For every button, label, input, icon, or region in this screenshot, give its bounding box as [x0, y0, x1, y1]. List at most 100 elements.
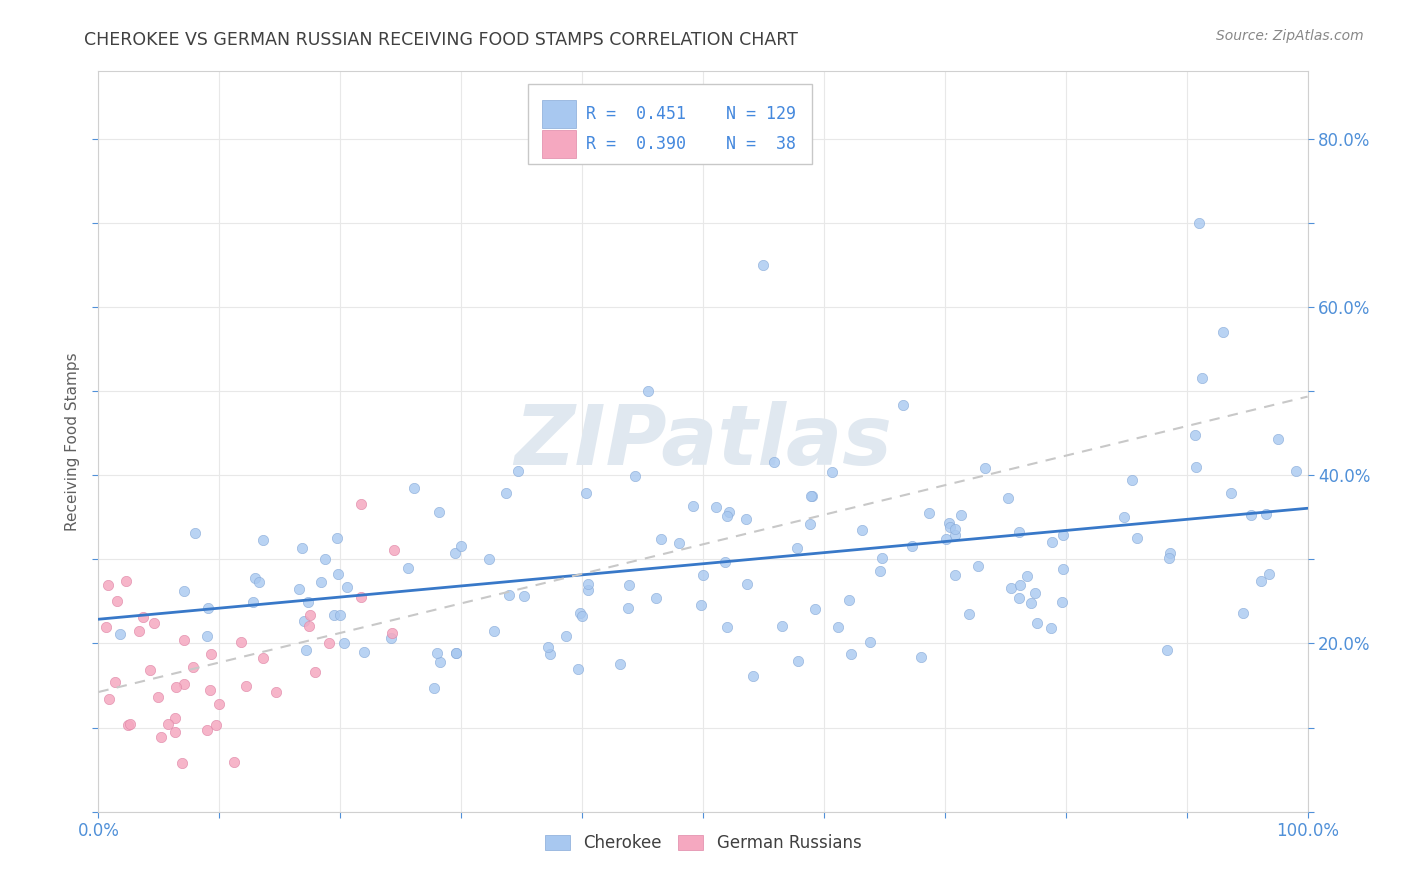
Point — [752, 258, 775, 272]
Point — [97, 691, 120, 706]
Point — [1256, 507, 1278, 521]
Text: R =  0.451    N = 129: R = 0.451 N = 129 — [586, 105, 796, 123]
Point — [1184, 428, 1206, 442]
Point — [495, 485, 517, 500]
Point — [838, 592, 860, 607]
Point — [322, 607, 344, 622]
Point — [943, 568, 966, 582]
Point — [1026, 616, 1049, 631]
Point — [704, 500, 727, 514]
Point — [1121, 473, 1143, 487]
Point — [918, 506, 941, 520]
Point — [311, 575, 333, 590]
Point — [569, 606, 592, 620]
Point — [252, 650, 274, 665]
Point — [139, 663, 162, 677]
Point — [786, 541, 808, 555]
Text: ZIPatlas: ZIPatlas — [515, 401, 891, 482]
Point — [1220, 486, 1243, 500]
Point — [353, 645, 375, 659]
Point — [609, 657, 631, 672]
Point — [128, 624, 150, 638]
Point — [943, 528, 966, 542]
Point — [143, 616, 166, 631]
Point — [478, 552, 501, 566]
Point — [429, 655, 451, 669]
Point — [264, 685, 287, 699]
Bar — [543, 130, 576, 158]
Point — [94, 620, 117, 634]
Point — [298, 619, 321, 633]
Point — [762, 454, 785, 468]
Point — [117, 718, 139, 732]
Point — [396, 560, 419, 574]
Point — [208, 698, 231, 712]
Point — [247, 575, 270, 590]
Point — [851, 523, 873, 537]
Point — [444, 647, 467, 661]
Point — [404, 481, 426, 495]
Point — [1191, 371, 1213, 385]
Point — [1000, 581, 1022, 595]
Point — [537, 640, 560, 655]
Point — [444, 647, 467, 661]
Point — [821, 465, 844, 479]
Point — [242, 595, 264, 609]
Point — [770, 619, 793, 633]
Bar — [543, 100, 576, 128]
Point — [945, 522, 967, 536]
Point — [350, 498, 373, 512]
Text: CHEROKEE VS GERMAN RUSSIAN RECEIVING FOOD STAMPS CORRELATION CHART: CHEROKEE VS GERMAN RUSSIAN RECEIVING FOO… — [84, 31, 799, 49]
Point — [108, 627, 131, 641]
Point — [1019, 596, 1042, 610]
Point — [105, 594, 128, 608]
Point — [120, 717, 142, 731]
Point — [426, 646, 449, 660]
Point — [157, 717, 180, 731]
Point — [422, 681, 444, 695]
Point — [482, 624, 505, 639]
Point — [935, 532, 957, 546]
Point — [839, 647, 862, 661]
Point — [1156, 642, 1178, 657]
Legend: Cherokee, German Russians: Cherokee, German Russians — [538, 828, 868, 859]
Point — [787, 654, 810, 668]
Point — [718, 505, 741, 519]
Point — [735, 512, 758, 526]
Point — [1015, 569, 1038, 583]
Y-axis label: Receiving Food Stamps: Receiving Food Stamps — [65, 352, 80, 531]
Point — [381, 626, 404, 640]
Point — [1024, 585, 1046, 599]
Point — [498, 588, 520, 602]
Point — [333, 636, 356, 650]
Point — [1052, 562, 1074, 576]
Point — [243, 571, 266, 585]
Point — [1250, 574, 1272, 589]
Point — [380, 631, 402, 645]
Point — [800, 489, 823, 503]
Point — [350, 590, 373, 604]
Point — [571, 609, 593, 624]
Point — [1052, 528, 1074, 542]
Point — [741, 669, 763, 683]
Point — [197, 629, 219, 643]
Point — [329, 607, 352, 622]
Point — [974, 461, 997, 475]
Point — [115, 574, 138, 588]
Point — [690, 598, 713, 612]
Point — [197, 601, 219, 615]
Point — [1040, 534, 1063, 549]
Point — [131, 610, 153, 624]
Point — [735, 577, 758, 591]
Point — [1050, 595, 1073, 609]
FancyBboxPatch shape — [527, 84, 811, 164]
Point — [624, 468, 647, 483]
Point — [297, 595, 319, 609]
Point — [538, 648, 561, 662]
Point — [682, 499, 704, 513]
Point — [165, 711, 187, 725]
Point — [146, 690, 169, 704]
Point — [508, 464, 530, 478]
Point — [314, 552, 336, 566]
Point — [869, 564, 891, 578]
